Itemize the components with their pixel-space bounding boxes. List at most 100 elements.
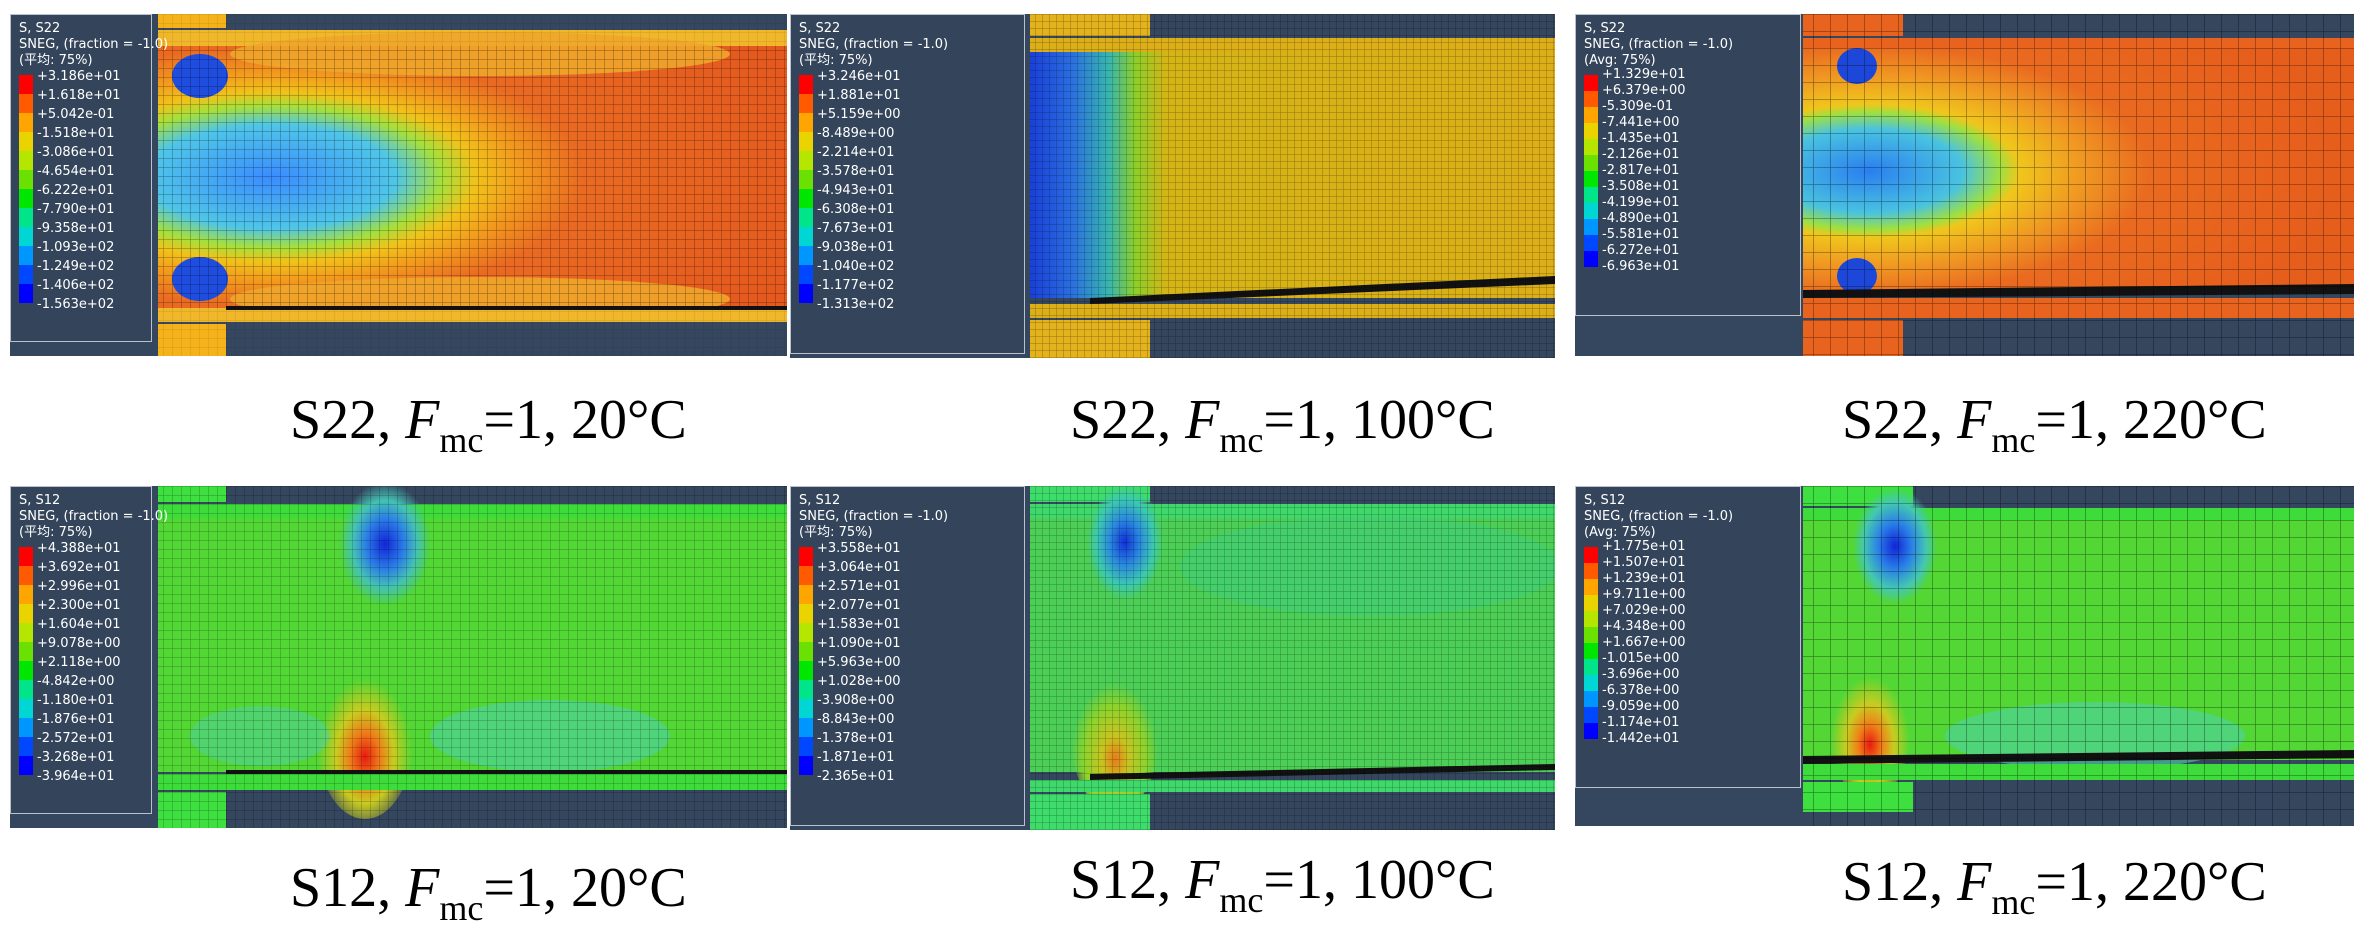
legend-value: -3.578e+01 xyxy=(817,164,895,179)
legend-value: +1.028e+00 xyxy=(817,674,901,689)
legend-color-swatch xyxy=(799,208,813,227)
legend-color-swatch xyxy=(19,661,33,680)
legend-color-swatch xyxy=(19,227,33,246)
legend-labels: +1.329e+01 +6.379e+00 -5.309e-01 -7.441e… xyxy=(1602,67,1686,275)
legend-value: -8.843e+00 xyxy=(817,712,895,727)
legend-value: +1.507e+01 xyxy=(1602,555,1686,570)
legend-value: +1.604e+01 xyxy=(37,617,121,632)
legend-value: -2.572e+01 xyxy=(37,731,115,746)
legend-value: +1.618e+01 xyxy=(37,88,121,103)
legend-color-swatch xyxy=(19,756,33,775)
legend-color-swatch xyxy=(1584,171,1598,187)
caption-stress: S12 xyxy=(290,857,378,919)
legend-value: +5.042e-01 xyxy=(37,107,115,122)
legend-value: -1.177e+02 xyxy=(817,278,895,293)
caption-subscript: mc xyxy=(1991,882,2036,922)
legend-color-swatch xyxy=(799,623,813,642)
legend-value: +3.558e+01 xyxy=(817,541,901,556)
legend-color-swatch xyxy=(799,284,813,303)
caption-condition: =1, 220°C xyxy=(2035,851,2267,913)
legend-color-bar xyxy=(1584,75,1598,267)
legend-average: (平均: 75%) xyxy=(19,53,93,68)
legend-subtitle: SNEG, (fraction = -1.0) xyxy=(1584,37,1734,52)
s22-20c-legend: S, S22 SNEG, (fraction = -1.0) (平均: 75%)… xyxy=(10,14,168,342)
legend-color-swatch xyxy=(19,680,33,699)
legend-color-swatch xyxy=(1584,627,1598,643)
legend-average: (Avg: 75%) xyxy=(1584,53,1656,68)
legend-color-swatch xyxy=(799,585,813,604)
caption-s12-20c: S12, Fmc=1, 20°C xyxy=(290,857,687,928)
caption-s22-20c: S22, Fmc=1, 20°C xyxy=(290,389,687,460)
legend-color-swatch xyxy=(19,737,33,756)
legend-labels: +3.246e+01 +1.881e+01 +5.159e+00 -8.489e… xyxy=(817,67,901,314)
caption-s22-220c: S22, Fmc=1, 220°C xyxy=(1842,389,2267,460)
legend-color-swatch xyxy=(799,566,813,585)
caption-symbol: F xyxy=(1185,849,1220,911)
legend-color-bar xyxy=(19,547,33,775)
legend-color-swatch xyxy=(1584,251,1598,267)
legend-subtitle: SNEG, (fraction = -1.0) xyxy=(19,509,169,524)
legend-color-swatch xyxy=(1584,691,1598,707)
legend-color-swatch xyxy=(19,585,33,604)
legend-value: -3.696e+00 xyxy=(1602,667,1680,682)
legend-value: +2.571e+01 xyxy=(817,579,901,594)
legend-subtitle: SNEG, (fraction = -1.0) xyxy=(1584,509,1734,524)
legend-value: -1.406e+02 xyxy=(37,278,115,293)
s12-220c-legend: S, S12 SNEG, (fraction = -1.0) (Avg: 75%… xyxy=(1575,486,1801,788)
legend-value: +9.078e+00 xyxy=(37,636,121,651)
legend-value: -8.489e+00 xyxy=(817,126,895,141)
legend-value: -5.581e+01 xyxy=(1602,227,1680,242)
legend-color-swatch xyxy=(799,718,813,737)
legend-color-bar xyxy=(799,75,813,303)
legend-color-swatch xyxy=(799,642,813,661)
legend-title: S, S22 xyxy=(799,21,841,36)
legend-labels: +3.186e+01 +1.618e+01 +5.042e-01 -1.518e… xyxy=(37,67,121,314)
legend-value: -1.563e+02 xyxy=(37,297,115,312)
legend-color-bar xyxy=(799,547,813,775)
caption-stress: S12 xyxy=(1842,851,1930,913)
legend-value: -4.199e+01 xyxy=(1602,195,1680,210)
legend-average: (平均: 75%) xyxy=(799,53,873,68)
caption-subscript: mc xyxy=(1219,880,1264,920)
legend-value: -4.943e+01 xyxy=(817,183,895,198)
legend-color-swatch xyxy=(19,246,33,265)
legend-color-swatch xyxy=(19,547,33,566)
legend-color-swatch xyxy=(19,75,33,94)
legend-value: +3.692e+01 xyxy=(37,560,121,575)
legend-value: -3.908e+00 xyxy=(817,693,895,708)
legend-value: +4.388e+01 xyxy=(37,541,121,556)
legend-color-swatch xyxy=(799,604,813,623)
caption-stress: S22 xyxy=(290,389,378,451)
caption-stress: S12 xyxy=(1070,849,1158,911)
caption-stress: S22 xyxy=(1070,389,1158,451)
legend-labels: +4.388e+01 +3.692e+01 +2.996e+01 +2.300e… xyxy=(37,539,121,786)
legend-color-swatch xyxy=(799,699,813,718)
legend-color-swatch xyxy=(799,246,813,265)
caption-condition: =1, 20°C xyxy=(483,389,687,451)
legend-value: -3.964e+01 xyxy=(37,769,115,784)
s22-220c-contour-panel: S, S22 SNEG, (fraction = -1.0) (Avg: 75%… xyxy=(1575,14,2354,356)
legend-color-swatch xyxy=(799,661,813,680)
legend-color-swatch xyxy=(1584,707,1598,723)
legend-color-swatch xyxy=(799,151,813,170)
legend-color-swatch xyxy=(1584,659,1598,675)
legend-value: -9.038e+01 xyxy=(817,240,895,255)
caption-condition: =1, 100°C xyxy=(1263,849,1495,911)
legend-value: +1.881e+01 xyxy=(817,88,901,103)
caption-symbol: F xyxy=(405,389,440,451)
legend-labels: +3.558e+01 +3.064e+01 +2.571e+01 +2.077e… xyxy=(817,539,901,786)
legend-color-swatch xyxy=(19,623,33,642)
legend-color-swatch xyxy=(799,94,813,113)
legend-value: -9.059e+00 xyxy=(1602,699,1680,714)
legend-color-swatch xyxy=(1584,155,1598,171)
s22-220c-contour-plot xyxy=(1803,14,2354,356)
legend-value: -4.654e+01 xyxy=(37,164,115,179)
legend-color-swatch xyxy=(1584,187,1598,203)
legend-value: -6.308e+01 xyxy=(817,202,895,217)
legend-color-swatch xyxy=(19,151,33,170)
legend-title: S, S22 xyxy=(1584,21,1626,36)
s12-20c-contour-plot xyxy=(158,486,787,828)
s12-100c-contour-panel: S, S12 SNEG, (fraction = -1.0) (平均: 75%)… xyxy=(790,486,1555,830)
legend-color-swatch xyxy=(1584,219,1598,235)
legend-value: -9.358e+01 xyxy=(37,221,115,236)
